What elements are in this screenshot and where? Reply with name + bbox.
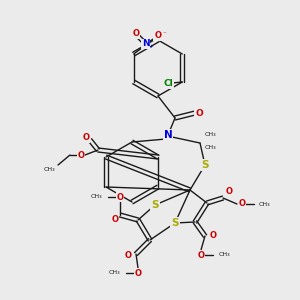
Text: S: S <box>171 218 179 228</box>
Text: O: O <box>124 251 131 260</box>
Text: Cl: Cl <box>164 80 173 88</box>
Text: O: O <box>238 200 245 208</box>
Text: ⁻: ⁻ <box>163 31 166 37</box>
Text: CH₃: CH₃ <box>90 194 102 200</box>
Text: O: O <box>226 188 232 196</box>
Text: O: O <box>134 268 142 278</box>
Text: O: O <box>197 250 205 260</box>
Text: O: O <box>209 232 217 241</box>
Text: N: N <box>164 130 172 140</box>
Text: O: O <box>154 32 161 40</box>
Text: CH₃: CH₃ <box>44 167 55 172</box>
Text: O: O <box>77 151 85 160</box>
Text: CH₃: CH₃ <box>259 202 271 206</box>
Text: O: O <box>116 193 124 202</box>
Text: S: S <box>151 200 159 210</box>
Text: CH₃: CH₃ <box>108 271 120 275</box>
Text: S: S <box>201 160 209 170</box>
Text: O: O <box>82 134 89 142</box>
Text: CH₃: CH₃ <box>205 145 217 150</box>
Text: N: N <box>142 40 150 49</box>
Text: CH₃: CH₃ <box>205 132 217 137</box>
Text: O: O <box>132 29 139 38</box>
Text: O: O <box>195 109 203 118</box>
Text: CH₃: CH₃ <box>219 253 231 257</box>
Text: +: + <box>149 44 154 50</box>
Text: O: O <box>112 215 118 224</box>
